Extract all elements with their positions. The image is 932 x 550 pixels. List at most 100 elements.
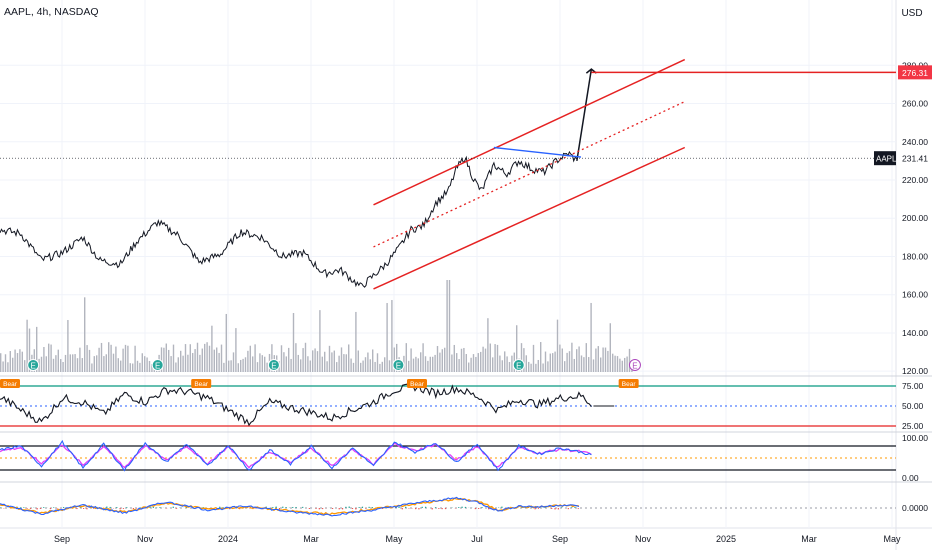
volume-bar xyxy=(108,342,110,372)
macd-histogram-bar xyxy=(315,508,317,509)
volume-bar xyxy=(559,344,561,372)
volume-bar xyxy=(285,356,287,372)
volume-bar xyxy=(494,344,496,372)
macd-histogram-bar xyxy=(29,508,32,509)
volume-bar xyxy=(165,343,167,372)
x-tick-label: Nov xyxy=(137,534,154,544)
volume-bar xyxy=(470,357,472,372)
macd-histogram-bar xyxy=(126,507,128,508)
volume-bar xyxy=(2,361,4,372)
volume-bar xyxy=(62,362,64,372)
volume-bar xyxy=(21,351,23,372)
volume-bar xyxy=(48,343,50,372)
macd-histogram-bar xyxy=(408,508,410,509)
volume-bar xyxy=(93,356,95,372)
macd-histogram-bar xyxy=(358,507,360,508)
macd-histogram-bar xyxy=(421,506,423,508)
macd-histogram-bar xyxy=(521,507,523,508)
macd-histogram-bar xyxy=(398,506,400,508)
volume-bar xyxy=(393,347,395,372)
volume-bar xyxy=(458,359,460,372)
volume-bar xyxy=(240,359,242,372)
macd-histogram-bar xyxy=(122,508,125,509)
volume-bar xyxy=(271,344,273,372)
macd-histogram-bar xyxy=(338,508,340,510)
volume-bar xyxy=(326,361,328,372)
earnings-marker-icon xyxy=(392,359,405,371)
volume-bar xyxy=(213,349,215,372)
macd-histogram-bar xyxy=(239,508,241,510)
macd-histogram-bar xyxy=(83,508,85,509)
volume-bar xyxy=(141,353,143,372)
macd-histogram-bar xyxy=(56,508,58,509)
volume-bar xyxy=(211,325,213,372)
volume-bar xyxy=(132,363,134,372)
y-tick-label: 280.00 xyxy=(902,60,928,70)
earnings-marker-icon xyxy=(628,359,641,371)
volume-bar xyxy=(45,356,47,372)
volume-bar xyxy=(79,347,81,372)
volume-bar xyxy=(372,349,374,372)
volume-bar xyxy=(225,313,227,372)
macd-histogram-bar xyxy=(43,507,45,508)
volume-bar xyxy=(333,350,335,372)
stoch-tick-label: 0.00 xyxy=(902,473,919,483)
macd-histogram-bar xyxy=(275,506,277,508)
macd-histogram-bar xyxy=(322,508,324,510)
macd-histogram-bar xyxy=(219,506,221,508)
x-tick-label: Mar xyxy=(303,534,319,544)
volume-bar xyxy=(532,344,535,372)
volume-bar xyxy=(391,300,393,372)
macd-histogram-bar xyxy=(159,507,161,508)
volume-bar xyxy=(422,343,424,372)
volume-bar xyxy=(456,353,458,372)
volume-bar xyxy=(302,348,304,372)
volume-bar xyxy=(288,347,290,372)
macd-histogram-bar xyxy=(561,507,563,508)
macd-tick-label: 0.0000 xyxy=(902,503,928,513)
volume-bar xyxy=(477,353,479,372)
volume-bar xyxy=(600,357,602,372)
volume-bar xyxy=(566,352,568,372)
volume-bar xyxy=(201,348,203,372)
macd-histogram-bar xyxy=(49,508,51,510)
current-symbol-label: AAPL xyxy=(876,155,897,164)
volume-bar xyxy=(480,351,482,372)
macd-histogram-bar xyxy=(308,508,310,509)
volume-bar xyxy=(583,357,585,372)
bear-signal-badge xyxy=(191,379,212,388)
volume-bar xyxy=(415,356,417,372)
volume-bar xyxy=(597,346,599,372)
volume-bar xyxy=(170,356,172,372)
volume-bar xyxy=(259,353,261,372)
earnings-marker-label: E xyxy=(516,362,521,371)
volume-bar xyxy=(127,345,129,372)
stoch-k-line xyxy=(0,439,592,472)
volume-bar xyxy=(492,357,494,372)
volume-bar xyxy=(139,362,141,372)
earnings-marker-label: E xyxy=(31,362,36,371)
volume-bar xyxy=(434,354,436,372)
macd-histogram-bar xyxy=(488,508,490,510)
volume-bar xyxy=(67,320,69,372)
volume-bar xyxy=(499,355,501,372)
volume-bar xyxy=(168,349,170,372)
volume-bar xyxy=(369,359,371,372)
macd-histogram-bar xyxy=(431,508,433,510)
macd-histogram-bar xyxy=(534,508,536,510)
price-series-line xyxy=(0,150,577,288)
volume-bar xyxy=(96,355,98,372)
volume-bar xyxy=(309,360,311,372)
volume-bar xyxy=(408,360,410,372)
volume-bar xyxy=(189,344,191,372)
volume-bar xyxy=(602,347,604,372)
volume-bar xyxy=(180,350,182,372)
currency-label[interactable]: USD xyxy=(901,8,922,19)
volume-bar xyxy=(134,345,136,372)
volume-bar xyxy=(136,360,139,372)
macd-histogram-bar xyxy=(39,508,42,509)
volume-bar xyxy=(376,353,379,372)
bear-signal-badge xyxy=(0,379,20,388)
volume-bar xyxy=(297,354,299,372)
